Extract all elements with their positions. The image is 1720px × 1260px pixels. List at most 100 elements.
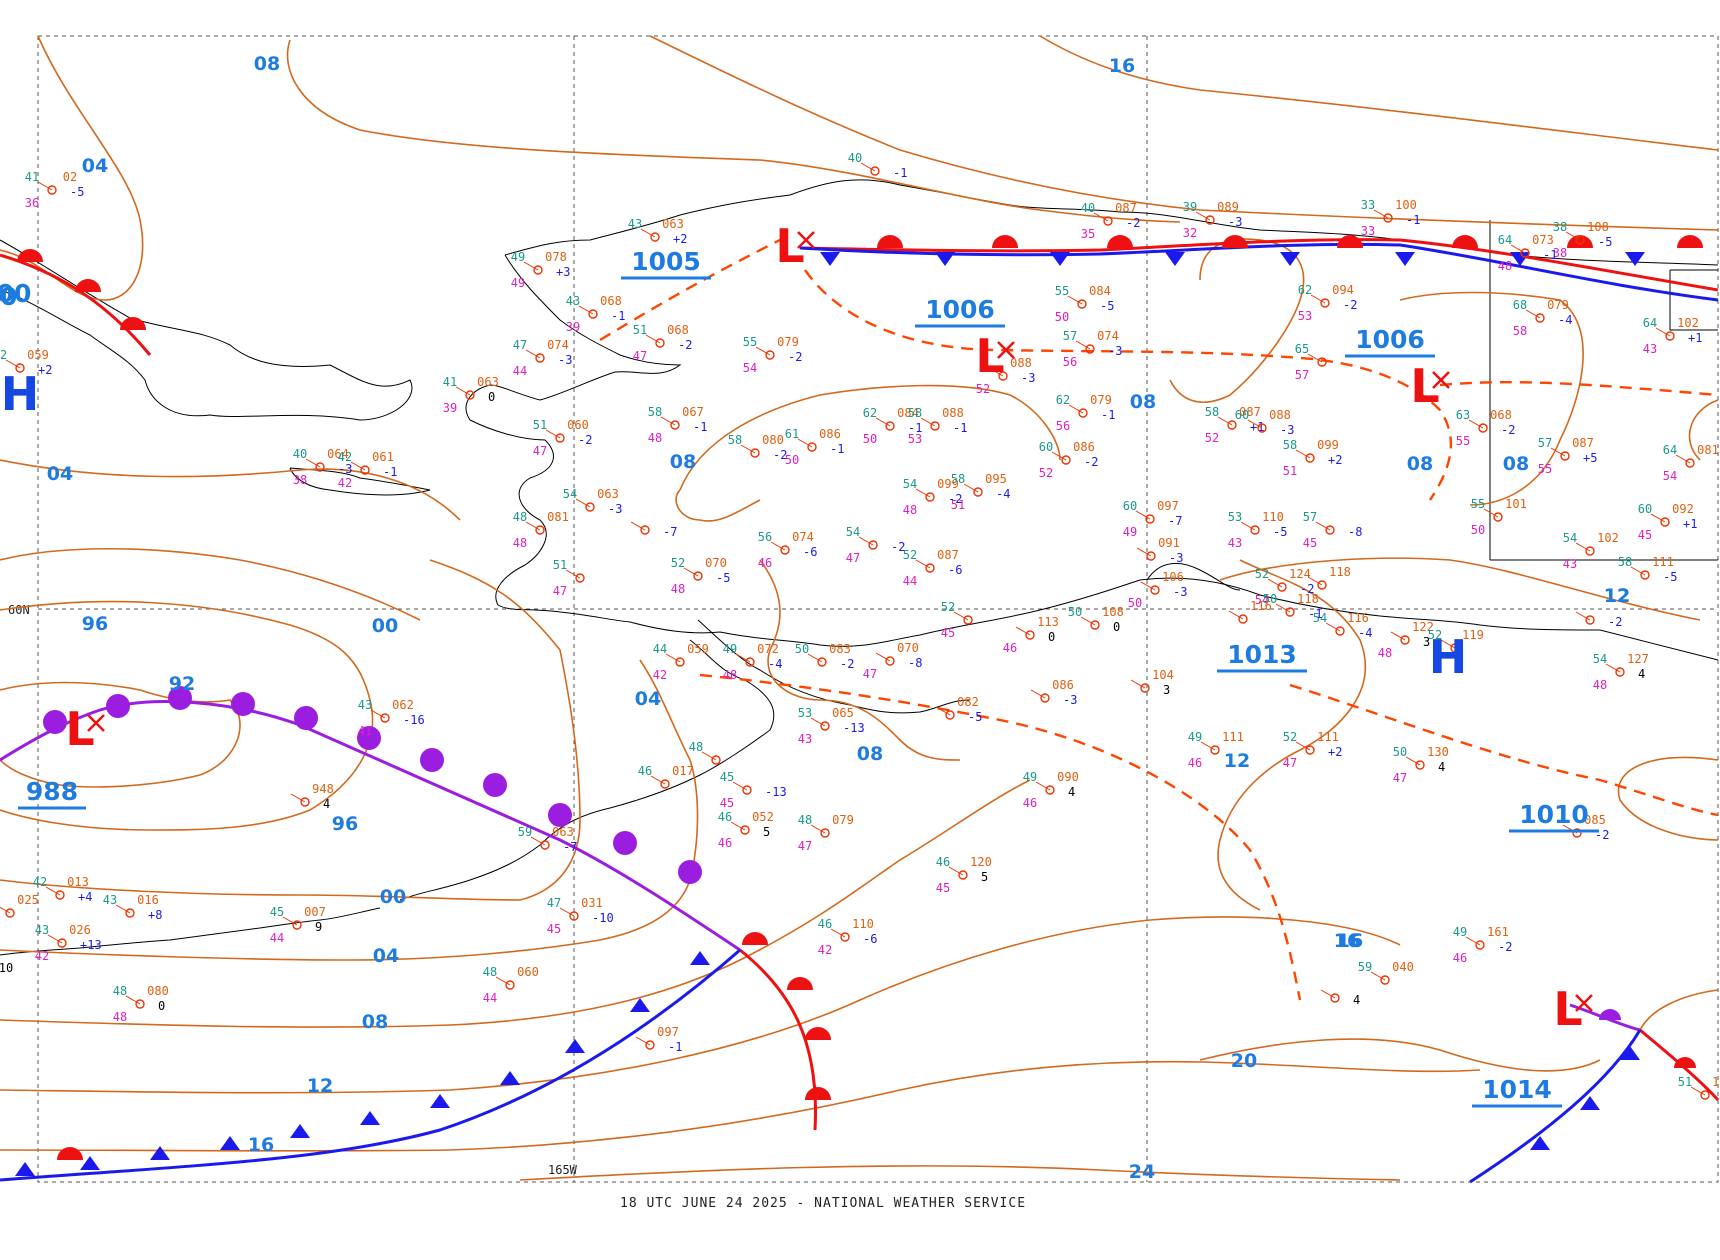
station-plot: 57 074 56 -3 (1063, 329, 1123, 369)
wind-barb-icon (1295, 741, 1311, 751)
station-circle-icon (998, 371, 1008, 381)
station-pressure-change: -1 (383, 465, 397, 479)
station-dewpoint: 48 (903, 503, 917, 517)
wind-barb-icon (645, 334, 661, 344)
station-circle-icon (655, 338, 665, 348)
station-plot: 40 087 35 -2 (1081, 201, 1141, 241)
station-dewpoint: 43 (1643, 342, 1657, 356)
station-circle-icon (300, 797, 310, 807)
station-circle-icon (1305, 745, 1315, 755)
station-dewpoint: 47 (1393, 771, 1407, 785)
station-temperature: 46 (638, 764, 652, 778)
station-pressure: 086 (1073, 440, 1095, 454)
station-pressure: 110 (1262, 510, 1284, 524)
wind-barb-icon (1310, 294, 1326, 304)
station-temperature: 64 (1643, 316, 1657, 330)
station-dewpoint: 42 (653, 668, 667, 682)
cold-front-triangle-icon (820, 252, 840, 266)
station-plot: 58 095 51 -4 (951, 472, 1011, 512)
station-dewpoint: 46 (1188, 756, 1202, 770)
station-pressure-change: 3 (1423, 635, 1430, 649)
occluded-front-symbol-icon (678, 860, 702, 884)
wind-barb-icon (875, 417, 891, 427)
station-pressure: 061 (372, 450, 394, 464)
wind-barb-icon (1373, 209, 1389, 219)
cold-front-triangle-icon (935, 252, 955, 266)
station-circle-icon (650, 232, 660, 242)
warm-front-semicircle-icon (57, 1147, 83, 1160)
station-circle-icon (670, 420, 680, 430)
station-pressure: 067 (682, 405, 704, 419)
occluded-front-main (0, 700, 741, 952)
station-plot: 64 102 43 +1 (1643, 316, 1703, 356)
occluded-front-symbol-icon (231, 692, 255, 716)
station-circle-icon (292, 920, 302, 930)
station-pressure: 063 (552, 825, 574, 839)
station-pressure-change: 0 (1113, 620, 1120, 634)
trough-east (1439, 380, 1719, 397)
station-temperature: 54 (903, 477, 917, 491)
wind-barb-icon (953, 611, 969, 621)
station-temperature: 45 (720, 770, 734, 784)
wind-barb-icon (1655, 327, 1671, 337)
fronts (0, 235, 1720, 1184)
station-circle-icon (1077, 299, 1087, 309)
station-pressure-change: 5 (981, 870, 988, 884)
station-dewpoint: 57 (1295, 368, 1309, 382)
station-circle-icon (535, 525, 545, 535)
station-circle-icon (1572, 828, 1582, 838)
station-dewpoint: 48 (1378, 646, 1392, 660)
station-plot: 086-3 (1030, 678, 1077, 707)
station-pressure: 073 (1532, 233, 1554, 247)
isobar-label: 04 (82, 155, 108, 177)
station-pressure-change: +4 (78, 890, 92, 904)
station-pressure: 068 (600, 294, 622, 308)
station-pressure: 111 (1652, 555, 1674, 569)
wind-barb-icon (530, 836, 546, 846)
isobar-label: 24 (1129, 1161, 1155, 1183)
station-circle-icon (660, 779, 670, 789)
station-circle-icon (465, 390, 475, 400)
station-circle-icon (1415, 760, 1425, 770)
station-circle-icon (585, 502, 595, 512)
station-dewpoint: 48 (723, 668, 737, 682)
station-temperature: 60 (1235, 408, 1249, 422)
wind-barb-icon (1015, 626, 1031, 636)
station-plot: 53 110 43 -5 (1228, 510, 1288, 550)
station-pressure: 060 (517, 965, 539, 979)
station-temperature: 54 (1593, 652, 1607, 666)
wind-barb-icon (630, 521, 646, 531)
station-temperature: 52 (941, 600, 955, 614)
station-pressure: 104 (1152, 668, 1174, 682)
station-circle-icon (1250, 525, 1260, 535)
station-pressure: 063 (477, 375, 499, 389)
station-pressure-change: -13 (843, 721, 865, 735)
coastlines (0, 179, 1719, 956)
station-plot: 61 086 50 -1 (785, 427, 845, 467)
station-circle-icon (645, 1040, 655, 1050)
station-dewpoint: 55 (1538, 462, 1552, 476)
station-temperature: 57 (1303, 510, 1317, 524)
station-temperature: 60 (1638, 502, 1652, 516)
station-temperature: 49 (511, 250, 525, 264)
station-temperature: 50 (1393, 745, 1407, 759)
station-pressure: 080 (147, 984, 169, 998)
wind-barb-icon (807, 653, 823, 663)
station-circle-icon (1085, 344, 1095, 354)
station-pressure-change: -4 (996, 487, 1010, 501)
wind-barb-icon (1217, 416, 1233, 426)
station-dewpoint: 49 (511, 276, 525, 290)
central-pressure-label: 1010 (1519, 800, 1589, 829)
cold-front-triangle-icon (1530, 1136, 1550, 1150)
station-pressure-change: 4 (1068, 785, 1075, 799)
station-pressure: 087 (937, 548, 959, 562)
station-temperature: 52 (903, 548, 917, 562)
station-circle-icon (963, 615, 973, 625)
station-dewpoint: 44 (270, 931, 284, 945)
station-pressure: 102 (1677, 316, 1699, 330)
station-pressure-change: -1 (1406, 213, 1420, 227)
cold-front-triangle-icon (80, 1156, 100, 1170)
station-circle-icon (15, 363, 25, 373)
station-circle-icon (958, 870, 968, 880)
